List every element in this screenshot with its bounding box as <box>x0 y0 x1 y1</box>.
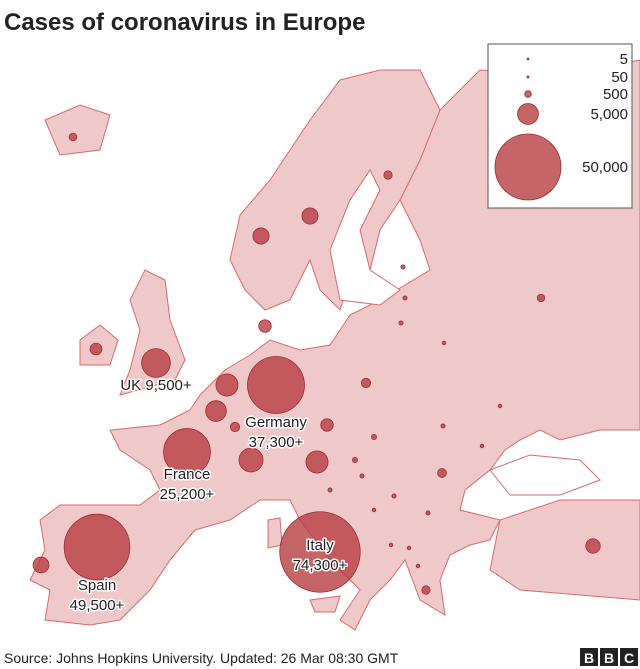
logo-box <box>620 648 638 666</box>
bubble <box>383 170 393 180</box>
bubble <box>402 295 408 301</box>
logo-box <box>580 648 598 666</box>
bubble <box>320 418 334 432</box>
bubble <box>163 428 211 476</box>
turkey <box>489 499 640 601</box>
case-label: 74,300+ <box>293 557 348 574</box>
country-name: Spain <box>78 577 116 594</box>
legend-label: 50 <box>611 69 628 86</box>
legend-label: 50,000 <box>582 159 628 176</box>
bubble <box>479 443 485 449</box>
labels: UK 9,500+ Germany 37,300+ France 25,200+… <box>68 376 349 616</box>
legend-label: 5 <box>620 51 628 68</box>
bubble <box>205 400 227 422</box>
title: Cases of coronavirus in Europe <box>4 9 365 36</box>
bubble <box>415 563 421 569</box>
bubble <box>327 487 333 493</box>
bubble <box>441 340 447 346</box>
bubble <box>352 457 358 463</box>
legend-label: 5,000 <box>590 106 628 123</box>
logo-box <box>600 648 618 666</box>
black-sea <box>489 454 601 496</box>
bubble <box>215 373 239 397</box>
legend-bubble <box>494 133 562 201</box>
legend-bubble <box>526 75 530 79</box>
case-label: 25,200+ <box>160 486 215 503</box>
logo-letter: B <box>604 650 614 666</box>
bubble <box>388 542 394 548</box>
bubble <box>360 377 372 389</box>
legend-bubble <box>526 57 530 61</box>
bubble <box>371 507 377 513</box>
bubble <box>258 319 272 333</box>
bubble <box>359 473 365 479</box>
bubble <box>279 511 361 593</box>
bubble <box>247 356 305 414</box>
country-name: Germany <box>245 414 307 431</box>
scandinavia <box>229 69 441 311</box>
sicily <box>309 595 341 613</box>
logo-letter: C <box>624 650 634 666</box>
country-name: France <box>164 466 211 483</box>
logo-letter: B <box>584 650 594 666</box>
bubble <box>406 545 412 551</box>
source: Source: Johns Hopkins University. Update… <box>4 650 399 666</box>
uk-label: UK 9,500+ <box>120 377 192 394</box>
bubble <box>425 510 431 516</box>
country-name: Italy <box>306 537 334 554</box>
bubble <box>305 450 329 474</box>
legend-bubble <box>524 90 532 98</box>
case-label: 37,300+ <box>249 434 304 451</box>
bubble <box>63 513 131 581</box>
bubble <box>229 421 241 433</box>
bubble <box>68 132 78 142</box>
sardinia <box>267 517 283 549</box>
baltic-sea <box>329 169 401 306</box>
case-label: 49,500+ <box>70 597 125 614</box>
bubble <box>371 434 377 440</box>
bubble <box>141 348 171 378</box>
bubble <box>421 585 431 595</box>
case-label: 9,500+ <box>145 377 192 394</box>
bubble <box>437 468 447 478</box>
bubble <box>89 342 103 356</box>
legend-bubble <box>517 103 539 125</box>
bubble <box>238 447 264 473</box>
bubble <box>536 293 546 303</box>
iceland <box>44 104 111 156</box>
legend-label: 500 <box>603 86 628 103</box>
bubbles <box>32 132 601 595</box>
bubble <box>497 403 503 409</box>
bubble <box>440 423 446 429</box>
country-name: UK <box>120 377 141 394</box>
bubble <box>398 320 404 326</box>
bubble <box>391 493 397 499</box>
footer <box>0 646 640 669</box>
bubble <box>252 227 270 245</box>
bubble <box>400 264 406 270</box>
bubble <box>32 556 50 574</box>
bubble <box>585 538 601 554</box>
bubble <box>301 207 319 225</box>
